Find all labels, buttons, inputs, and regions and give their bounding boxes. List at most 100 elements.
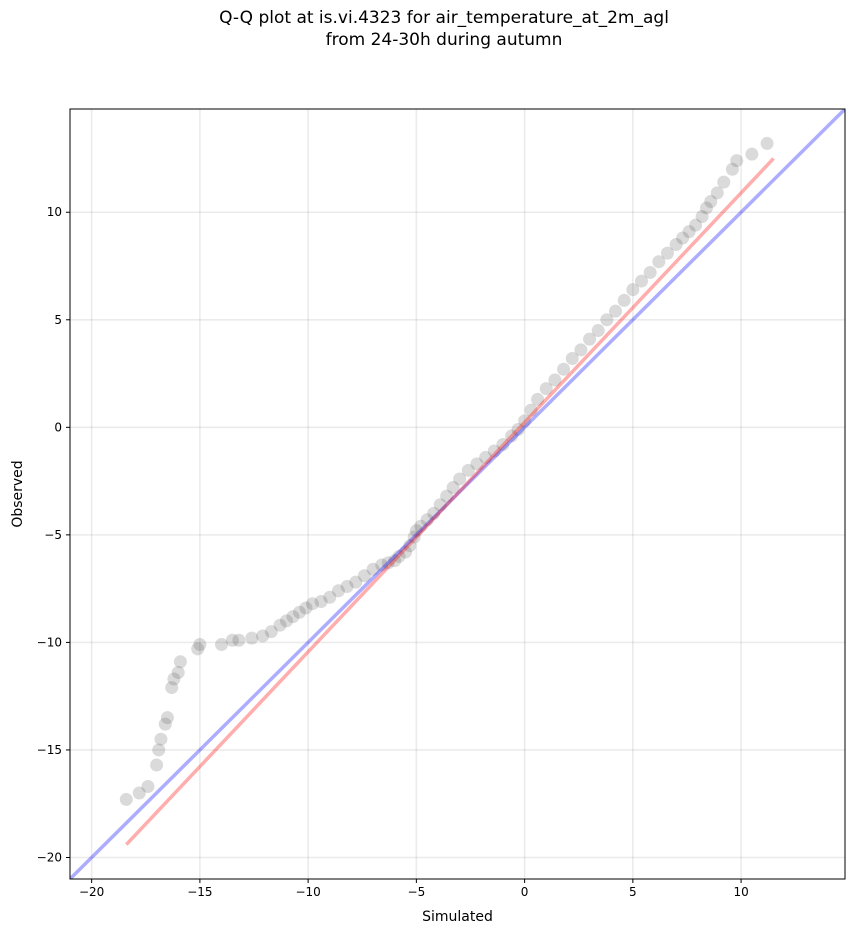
y-tick-label: −10 bbox=[37, 635, 62, 649]
qq-point bbox=[331, 584, 345, 598]
qq-point bbox=[414, 519, 428, 533]
qq-point bbox=[487, 444, 501, 458]
qq-point bbox=[682, 225, 696, 239]
qq-point bbox=[158, 717, 172, 731]
qq-point bbox=[626, 283, 640, 297]
qq-point bbox=[403, 539, 417, 553]
qq-point bbox=[699, 201, 713, 215]
qq-point bbox=[171, 666, 185, 680]
y-tick-label: 5 bbox=[54, 313, 62, 327]
qq-point bbox=[695, 210, 709, 224]
qq-point bbox=[150, 758, 164, 772]
qq-point bbox=[305, 597, 319, 611]
qq-point bbox=[505, 429, 519, 443]
chart-title: Q-Q plot at is.vi.4323 for air_temperatu… bbox=[0, 7, 854, 51]
qq-point bbox=[141, 780, 155, 794]
qq-point bbox=[225, 633, 239, 647]
qq-point bbox=[760, 136, 774, 150]
chart-title-line-2: from 24-30h during autumn bbox=[325, 30, 563, 50]
x-tick-label: −20 bbox=[79, 885, 104, 899]
plot-frame bbox=[69, 108, 846, 880]
qq-point bbox=[154, 732, 168, 746]
qq-point bbox=[643, 265, 657, 279]
x-tick-label: 10 bbox=[733, 885, 748, 899]
qq-point bbox=[440, 489, 454, 503]
x-axis-label: Simulated bbox=[422, 909, 493, 925]
qq-point bbox=[273, 618, 287, 632]
y-tick-label: −20 bbox=[37, 850, 62, 864]
qq-point bbox=[725, 162, 739, 176]
qq-point bbox=[574, 343, 588, 357]
y-tick-label: 0 bbox=[54, 420, 62, 434]
qq-point bbox=[191, 642, 205, 656]
qq-point bbox=[617, 293, 631, 307]
qq-point bbox=[399, 545, 413, 559]
y-axis-label: Observed bbox=[10, 460, 26, 527]
qq-point bbox=[165, 681, 179, 695]
qq-point bbox=[518, 414, 532, 428]
qq-point bbox=[635, 274, 649, 288]
fit-line bbox=[125, 157, 775, 846]
qq-point bbox=[548, 373, 562, 387]
qq-point bbox=[591, 324, 605, 338]
reference-lines bbox=[70, 109, 845, 879]
qq-point bbox=[557, 362, 571, 376]
qq-point bbox=[349, 575, 363, 589]
qq-point bbox=[461, 463, 475, 477]
qq-point bbox=[453, 472, 467, 486]
qq-point bbox=[264, 625, 278, 639]
x-tick-label: −10 bbox=[295, 885, 320, 899]
x-tick-label: 5 bbox=[629, 885, 637, 899]
quantile-points bbox=[119, 136, 774, 806]
qq-point bbox=[704, 194, 718, 208]
qq-point bbox=[669, 238, 683, 252]
qq-point bbox=[392, 549, 406, 563]
qq-point bbox=[407, 530, 421, 544]
qq-point bbox=[539, 382, 553, 396]
qq-point bbox=[409, 524, 423, 538]
qq-point bbox=[152, 743, 166, 757]
qq-point bbox=[689, 218, 703, 232]
qq-point bbox=[375, 558, 389, 572]
qq-point bbox=[167, 672, 181, 686]
qq-point bbox=[710, 186, 724, 200]
qq-point bbox=[446, 481, 460, 495]
chart-title-line-1: Q-Q plot at is.vi.4323 for air_temperatu… bbox=[219, 8, 669, 28]
qq-point bbox=[600, 313, 614, 327]
qq-point bbox=[232, 633, 246, 647]
qq-point bbox=[173, 655, 187, 669]
qq-point bbox=[381, 556, 395, 570]
qq-point bbox=[470, 457, 484, 471]
x-tick-label: −15 bbox=[187, 885, 212, 899]
y-tick-label: −15 bbox=[37, 743, 62, 757]
x-tick-label: −5 bbox=[408, 885, 426, 899]
x-tick-label: 0 bbox=[521, 885, 529, 899]
qq-point bbox=[132, 786, 146, 800]
qq-point bbox=[609, 304, 623, 318]
qq-point bbox=[717, 175, 731, 189]
identity-line bbox=[70, 109, 845, 879]
qq-point bbox=[340, 579, 354, 593]
qq-point bbox=[357, 569, 371, 583]
qq-point bbox=[279, 614, 293, 628]
qq-point bbox=[745, 147, 759, 161]
qq-point bbox=[388, 554, 402, 568]
qq-point bbox=[583, 332, 597, 346]
grid bbox=[70, 109, 845, 879]
qq-point bbox=[730, 154, 744, 168]
qq-point bbox=[193, 638, 207, 652]
qq-point bbox=[427, 506, 441, 520]
qq-point bbox=[676, 231, 690, 245]
qq-point bbox=[652, 255, 666, 269]
qq-point bbox=[215, 638, 229, 652]
qq-point bbox=[524, 403, 538, 417]
axis-ticks: −20 −15 −10 −5 0 5 10 −20 −15 −10 −5 0 5 10 bbox=[37, 205, 749, 899]
qq-point bbox=[565, 351, 579, 365]
qq-point bbox=[479, 450, 493, 464]
y-tick-label: 10 bbox=[47, 205, 62, 219]
qq-point bbox=[314, 595, 328, 609]
qq-point bbox=[420, 513, 434, 527]
qq-point bbox=[511, 422, 525, 436]
qq-point bbox=[660, 246, 674, 260]
